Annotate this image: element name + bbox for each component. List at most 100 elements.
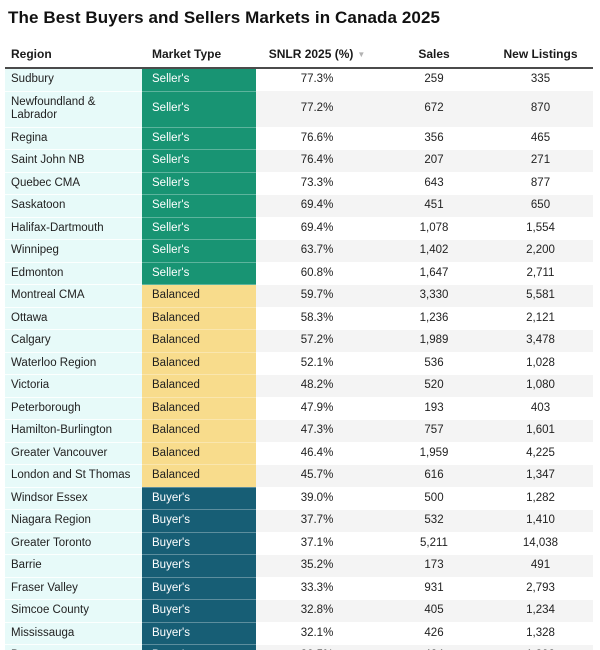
table-row: Greater Vancouver Balanced 46.4% 1,959 4… xyxy=(5,442,593,465)
column-header-snlr-label: SNLR 2025 (%) xyxy=(268,47,354,61)
table-header: Region Market Type SNLR 2025 (%) ▼ Sales … xyxy=(5,43,593,69)
sales-cell: 616 xyxy=(380,464,490,487)
sales-cell: 173 xyxy=(380,554,490,577)
region-cell: Fraser Valley xyxy=(5,577,142,600)
table-row: Windsor Essex Buyer's 39.0% 500 1,282 xyxy=(5,487,593,510)
sales-cell: 207 xyxy=(380,149,490,172)
region-cell: Montreal CMA xyxy=(5,284,142,308)
table-row: Newfoundland & Labrador Seller's 77.2% 6… xyxy=(5,91,593,128)
sales-cell: 424 xyxy=(380,644,490,650)
table-row: Greater Toronto Buyer's 37.1% 5,211 14,0… xyxy=(5,532,593,555)
market-type-cell: Buyer's xyxy=(142,577,256,600)
market-type-cell: Buyer's xyxy=(142,509,256,533)
sales-cell: 451 xyxy=(380,194,490,217)
column-header-new-listings[interactable]: New Listings xyxy=(490,43,593,69)
market-type-cell: Buyer's xyxy=(142,487,256,510)
column-header-sales[interactable]: Sales xyxy=(380,43,490,69)
sales-cell: 5,211 xyxy=(380,532,490,555)
market-type-cell: Seller's xyxy=(142,239,256,263)
sales-cell: 1,236 xyxy=(380,307,490,330)
market-type-cell: Balanced xyxy=(142,374,256,398)
table-body: Sudbury Seller's 77.3% 259 335 Newfoundl… xyxy=(5,68,593,650)
snlr-cell: 32.8% xyxy=(256,599,380,622)
sort-desc-icon: ▼ xyxy=(357,50,366,59)
market-type-cell: Buyer's xyxy=(142,622,256,645)
market-type-cell: Seller's xyxy=(142,68,256,92)
sales-cell: 931 xyxy=(380,577,490,600)
snlr-cell: 73.3% xyxy=(256,172,380,195)
sales-cell: 3,330 xyxy=(380,284,490,307)
new-listings-cell: 1,282 xyxy=(490,487,593,510)
table-row: Edmonton Seller's 60.8% 1,647 2,711 xyxy=(5,262,593,285)
new-listings-cell: 1,028 xyxy=(490,352,593,375)
region-cell: Brampton xyxy=(5,644,142,650)
markets-table: Region Market Type SNLR 2025 (%) ▼ Sales … xyxy=(5,43,593,650)
table-row: Ottawa Balanced 58.3% 1,236 2,121 xyxy=(5,307,593,330)
sales-cell: 405 xyxy=(380,599,490,622)
sales-cell: 672 xyxy=(380,91,490,127)
table-row: Calgary Balanced 57.2% 1,989 3,478 xyxy=(5,329,593,353)
snlr-cell: 77.3% xyxy=(256,68,380,91)
sales-cell: 259 xyxy=(380,68,490,91)
market-type-cell: Seller's xyxy=(142,149,256,173)
table-row: Peterborough Balanced 47.9% 193 403 xyxy=(5,397,593,420)
market-type-cell: Seller's xyxy=(142,91,256,128)
new-listings-cell: 2,121 xyxy=(490,307,593,330)
sales-cell: 643 xyxy=(380,172,490,195)
market-type-cell: Seller's xyxy=(142,172,256,195)
region-cell: Simcoe County xyxy=(5,599,142,623)
region-cell: Hamilton-Burlington xyxy=(5,419,142,443)
market-type-cell: Buyer's xyxy=(142,554,256,578)
snlr-cell: 69.4% xyxy=(256,194,380,217)
market-type-cell: Balanced xyxy=(142,352,256,375)
sales-cell: 757 xyxy=(380,419,490,442)
table-row: Fraser Valley Buyer's 33.3% 931 2,793 xyxy=(5,577,593,600)
region-cell: Regina xyxy=(5,127,142,150)
snlr-cell: 63.7% xyxy=(256,239,380,262)
table-row: Saskatoon Seller's 69.4% 451 650 xyxy=(5,194,593,218)
region-cell: Calgary xyxy=(5,329,142,353)
table-row: Montreal CMA Balanced 59.7% 3,330 5,581 xyxy=(5,284,593,308)
snlr-cell: 60.8% xyxy=(256,262,380,285)
new-listings-cell: 650 xyxy=(490,194,593,217)
region-cell: Waterloo Region xyxy=(5,352,142,375)
snlr-cell: 76.6% xyxy=(256,127,380,150)
new-listings-cell: 1,410 xyxy=(490,509,593,532)
region-cell: Saskatoon xyxy=(5,194,142,218)
new-listings-cell: 1,080 xyxy=(490,374,593,397)
region-cell: Halifax-Dartmouth xyxy=(5,217,142,240)
market-type-cell: Balanced xyxy=(142,397,256,420)
region-cell: Niagara Region xyxy=(5,509,142,533)
table-row: Halifax-Dartmouth Seller's 69.4% 1,078 1… xyxy=(5,217,593,240)
snlr-cell: 59.7% xyxy=(256,284,380,307)
new-listings-cell: 870 xyxy=(490,91,593,127)
sales-cell: 193 xyxy=(380,397,490,420)
column-header-market-type[interactable]: Market Type xyxy=(142,43,256,69)
table-row: Regina Seller's 76.6% 356 465 xyxy=(5,127,593,150)
snlr-cell: 45.7% xyxy=(256,464,380,487)
table-row: London and St Thomas Balanced 45.7% 616 … xyxy=(5,464,593,488)
table-row: Quebec CMA Seller's 73.3% 643 877 xyxy=(5,172,593,195)
snlr-cell: 46.4% xyxy=(256,442,380,465)
region-cell: Barrie xyxy=(5,554,142,578)
table-row: Victoria Balanced 48.2% 520 1,080 xyxy=(5,374,593,398)
region-cell: Peterborough xyxy=(5,397,142,420)
snlr-cell: 58.3% xyxy=(256,307,380,330)
new-listings-cell: 14,038 xyxy=(490,532,593,555)
region-cell: Quebec CMA xyxy=(5,172,142,195)
snlr-cell: 32.1% xyxy=(256,622,380,645)
new-listings-cell: 3,478 xyxy=(490,329,593,352)
new-listings-cell: 271 xyxy=(490,149,593,172)
table-row: Saint John NB Seller's 76.4% 207 271 xyxy=(5,149,593,173)
snlr-cell: 37.1% xyxy=(256,532,380,555)
sales-cell: 426 xyxy=(380,622,490,645)
region-cell: Saint John NB xyxy=(5,149,142,173)
market-type-cell: Seller's xyxy=(142,217,256,240)
sales-cell: 1,989 xyxy=(380,329,490,352)
column-header-snlr[interactable]: SNLR 2025 (%) ▼ xyxy=(256,43,380,69)
column-header-region[interactable]: Region xyxy=(5,43,142,69)
snlr-cell: 30.5% xyxy=(256,644,380,650)
snlr-cell: 47.3% xyxy=(256,419,380,442)
market-type-cell: Seller's xyxy=(142,127,256,150)
